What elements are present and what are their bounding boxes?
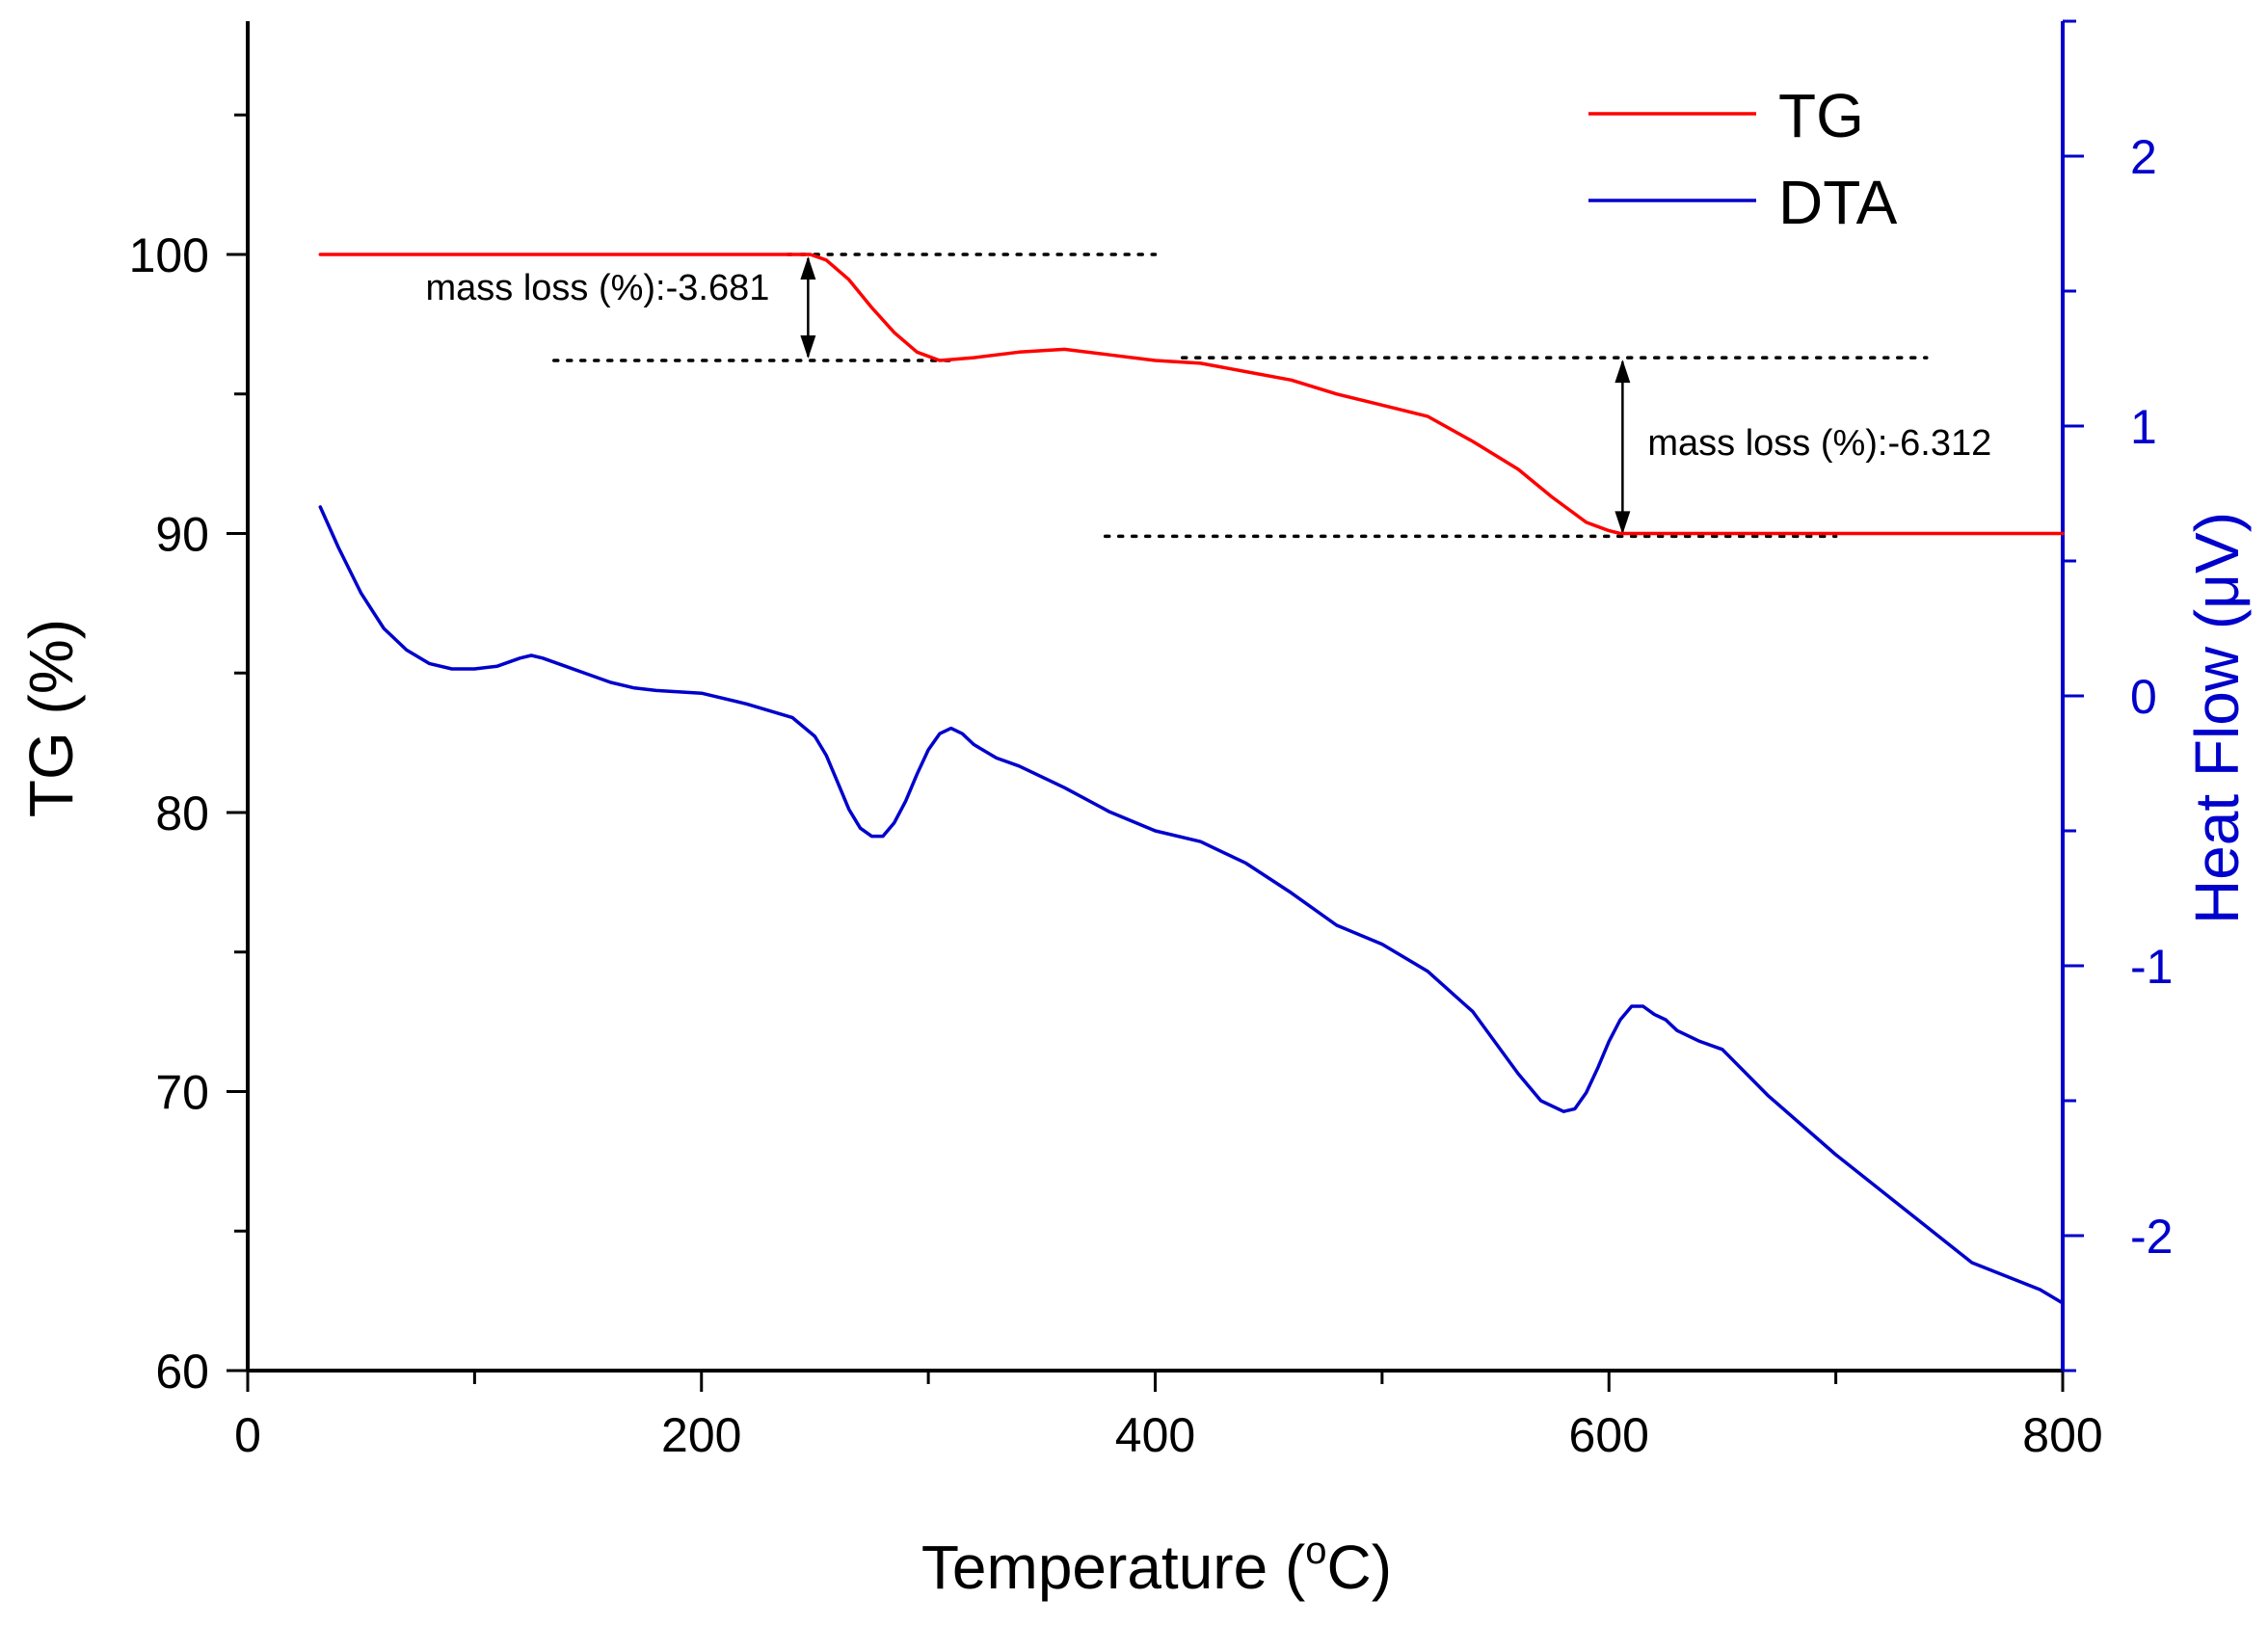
y-right-tick-label: -1 xyxy=(2130,940,2173,994)
y-left-tick-label: 100 xyxy=(129,228,209,282)
x-tick-label: 0 xyxy=(234,1408,261,1462)
annotation-arrow-head-down xyxy=(1614,511,1631,535)
y-axis-left-label: TG (%) xyxy=(16,619,86,817)
y-left-tick-label: 90 xyxy=(155,508,209,562)
series-lines xyxy=(318,253,2065,1305)
y-right-tick-label: 1 xyxy=(2130,400,2157,454)
series-line-dta xyxy=(318,505,2065,1305)
y-right-tick-label: -2 xyxy=(2130,1210,2173,1264)
annotation-label: mass loss (%):-6.312 xyxy=(1647,423,1991,464)
x-axis-label: Temperature (oC) xyxy=(921,1530,1392,1602)
x-tick-label: 800 xyxy=(2022,1408,2102,1462)
annotation-arrow-head-up xyxy=(1614,360,1631,384)
x-tick-label: 600 xyxy=(1569,1408,1649,1462)
annotation-arrow-head-down xyxy=(800,335,816,360)
legend-label-tg: TG xyxy=(1778,81,1864,150)
annotations: mass loss (%):-3.681 mass loss (%):-6.312 xyxy=(425,253,1991,539)
y-right-tick-label: 2 xyxy=(2130,130,2157,184)
legend: TG DTA xyxy=(1588,81,1898,237)
y-left-tick-label: 80 xyxy=(155,786,209,840)
annotation-arrow-head-up xyxy=(800,256,816,280)
y-right-tick-label: 0 xyxy=(2130,670,2157,724)
x-tick-label: 200 xyxy=(661,1408,741,1462)
y-left-tick-label: 70 xyxy=(155,1066,209,1120)
series-line-tg xyxy=(318,253,2065,536)
y-left-tick-label: 60 xyxy=(155,1345,209,1399)
legend-label-dta: DTA xyxy=(1778,168,1898,237)
annotation-label: mass loss (%):-3.681 xyxy=(425,268,769,308)
x-tick-label: 400 xyxy=(1115,1408,1195,1462)
y-axis-right-label: Heat Flow (μV) xyxy=(2182,512,2252,924)
axis-ticks: 0 200 400 600 800 60 70 80 90 100 -2 -1 0 1 2 xyxy=(129,19,2173,1462)
